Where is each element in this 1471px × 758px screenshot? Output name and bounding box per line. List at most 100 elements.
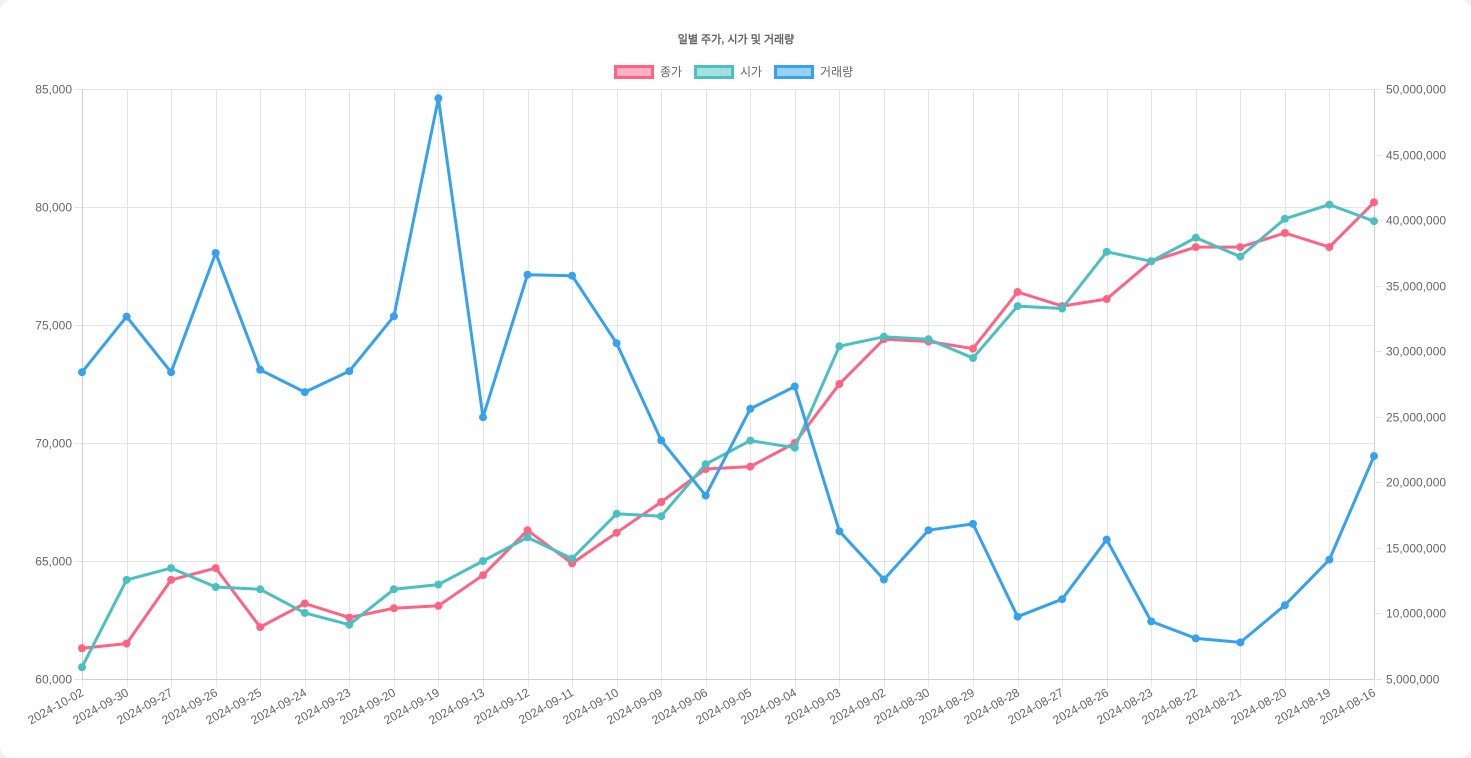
data-point[interactable] xyxy=(746,436,755,445)
legend-swatch xyxy=(614,65,654,79)
data-point[interactable] xyxy=(835,380,844,388)
data-point[interactable] xyxy=(612,339,621,348)
data-point[interactable] xyxy=(523,270,532,279)
data-point[interactable] xyxy=(1102,295,1111,303)
series-lines xyxy=(78,94,1378,672)
series-0 xyxy=(78,198,1378,653)
data-point[interactable] xyxy=(1280,229,1289,237)
data-point[interactable] xyxy=(701,460,710,469)
data-point[interactable] xyxy=(612,528,621,537)
y-left-tick-label: 65,000 xyxy=(35,555,72,569)
data-point[interactable] xyxy=(122,575,131,584)
data-point[interactable] xyxy=(969,519,977,528)
data-point[interactable] xyxy=(1280,601,1289,610)
data-point[interactable] xyxy=(1325,555,1334,564)
data-point[interactable] xyxy=(256,623,265,632)
data-point[interactable] xyxy=(1325,200,1334,209)
y-left-tick-label: 75,000 xyxy=(35,319,72,333)
data-point[interactable] xyxy=(612,509,621,518)
data-point[interactable] xyxy=(879,575,888,584)
y-right-tick-label: 15,000,000 xyxy=(1386,542,1446,556)
data-point[interactable] xyxy=(969,344,977,353)
data-point[interactable] xyxy=(1013,288,1022,296)
data-point[interactable] xyxy=(211,249,220,257)
data-point[interactable] xyxy=(122,639,131,648)
data-point[interactable] xyxy=(1102,247,1111,256)
data-point[interactable] xyxy=(1236,243,1245,252)
data-point[interactable] xyxy=(790,382,799,391)
data-point[interactable] xyxy=(523,526,532,535)
y-axis-left-ticks: 60,000 65,000 70,000 75,000 80,000 85,000 xyxy=(35,83,72,687)
data-point[interactable] xyxy=(300,608,309,617)
data-point[interactable] xyxy=(122,312,131,321)
data-point[interactable] xyxy=(167,575,176,584)
data-point[interactable] xyxy=(256,585,265,594)
data-point[interactable] xyxy=(1191,233,1200,242)
data-point[interactable] xyxy=(1058,595,1067,604)
data-point[interactable] xyxy=(1191,243,1200,252)
data-point[interactable] xyxy=(479,571,487,580)
data-point[interactable] xyxy=(1013,612,1022,621)
data-point[interactable] xyxy=(969,354,977,362)
data-point[interactable] xyxy=(479,557,487,565)
data-point[interactable] xyxy=(1102,535,1111,544)
data-point[interactable] xyxy=(746,462,755,471)
legend-item-0[interactable]: 종가 xyxy=(614,65,683,79)
y-left-tick-label: 80,000 xyxy=(35,201,72,215)
data-point[interactable] xyxy=(568,554,577,563)
data-point[interactable] xyxy=(924,526,933,535)
data-point[interactable] xyxy=(256,365,265,374)
data-point[interactable] xyxy=(1147,617,1156,626)
data-point[interactable] xyxy=(879,332,888,341)
data-point[interactable] xyxy=(78,663,86,672)
data-point[interactable] xyxy=(924,335,933,344)
data-point[interactable] xyxy=(389,585,398,594)
data-point[interactable] xyxy=(1370,452,1378,461)
data-point[interactable] xyxy=(78,368,86,377)
data-point[interactable] xyxy=(657,498,666,506)
data-point[interactable] xyxy=(1370,217,1378,226)
data-point[interactable] xyxy=(300,388,309,397)
data-point[interactable] xyxy=(1147,257,1156,266)
data-point[interactable] xyxy=(434,601,443,610)
y-left-tick-label: 70,000 xyxy=(35,437,72,451)
data-point[interactable] xyxy=(1191,634,1200,643)
data-point[interactable] xyxy=(1236,252,1245,261)
data-point[interactable] xyxy=(211,564,220,573)
data-point[interactable] xyxy=(568,271,577,280)
data-point[interactable] xyxy=(167,368,176,377)
data-point[interactable] xyxy=(1236,638,1245,647)
y-right-tick-label: 40,000,000 xyxy=(1386,214,1446,228)
data-point[interactable] xyxy=(657,436,666,445)
legend-item-1[interactable]: 시가 xyxy=(694,65,763,79)
data-point[interactable] xyxy=(167,564,176,573)
data-point[interactable] xyxy=(835,342,844,351)
data-point[interactable] xyxy=(345,620,354,629)
data-point[interactable] xyxy=(78,644,86,653)
data-point[interactable] xyxy=(701,491,710,500)
data-point[interactable] xyxy=(1325,243,1334,252)
data-point[interactable] xyxy=(835,527,844,536)
data-point[interactable] xyxy=(1013,302,1022,311)
data-point[interactable] xyxy=(434,580,443,589)
data-point[interactable] xyxy=(790,443,799,452)
data-point[interactable] xyxy=(1058,304,1067,313)
data-point[interactable] xyxy=(345,613,354,622)
y-right-tick-label: 35,000,000 xyxy=(1386,280,1446,294)
data-point[interactable] xyxy=(746,404,755,413)
data-point[interactable] xyxy=(657,512,666,521)
data-point[interactable] xyxy=(523,533,532,542)
data-point[interactable] xyxy=(1280,214,1289,223)
data-point[interactable] xyxy=(389,604,398,613)
data-point[interactable] xyxy=(300,599,309,608)
y-right-tick-label: 5,000,000 xyxy=(1386,673,1440,687)
legend-item-2[interactable]: 거래량 xyxy=(774,65,854,79)
data-point[interactable] xyxy=(211,583,220,591)
data-point[interactable] xyxy=(345,367,354,376)
data-point[interactable] xyxy=(389,312,398,321)
data-point[interactable] xyxy=(1370,198,1378,207)
data-point[interactable] xyxy=(479,413,487,422)
data-point[interactable] xyxy=(434,94,443,103)
